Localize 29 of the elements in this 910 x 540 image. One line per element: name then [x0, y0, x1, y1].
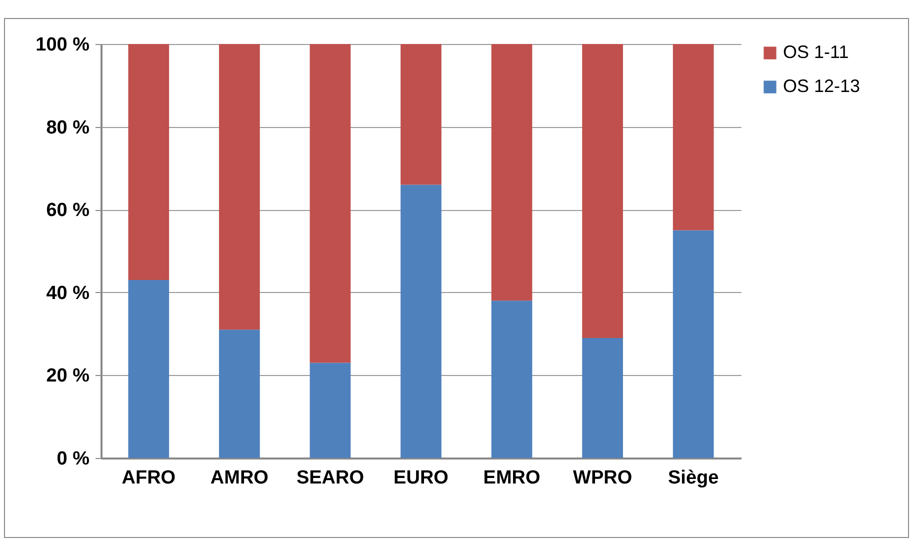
x-tick-label: EMRO: [483, 468, 540, 488]
bar: [491, 300, 532, 458]
bar: [128, 280, 170, 458]
bar: [582, 44, 623, 338]
bar: [672, 230, 714, 458]
legend-label: OS 1-11: [783, 42, 849, 62]
x-tick-label: Siège: [668, 468, 719, 488]
bar: [310, 44, 351, 363]
x-tick-label: AFRO: [122, 468, 176, 488]
bar: [400, 184, 442, 458]
bar: [219, 330, 260, 458]
bar: [672, 44, 714, 230]
bar: [582, 338, 623, 458]
x-tick-label: SEARO: [296, 468, 364, 488]
bar: [491, 44, 532, 301]
x-tick-label: EURO: [394, 468, 448, 488]
y-tick-label: 0 %: [56, 448, 90, 470]
bar: [219, 44, 260, 330]
bar: [310, 362, 351, 458]
y-tick-label: 40 %: [46, 282, 90, 304]
legend-label: OS 12-13: [783, 76, 860, 96]
y-tick-label: 20 %: [46, 366, 90, 387]
x-tick-label: WPRO: [573, 468, 632, 488]
bar: [128, 44, 170, 280]
y-tick-label: 100 %: [36, 34, 90, 56]
x-tick-label: AMRO: [210, 468, 268, 488]
y-tick-label: 80 %: [46, 117, 90, 138]
y-tick-label: 60 %: [46, 200, 90, 222]
bar: [400, 44, 442, 185]
